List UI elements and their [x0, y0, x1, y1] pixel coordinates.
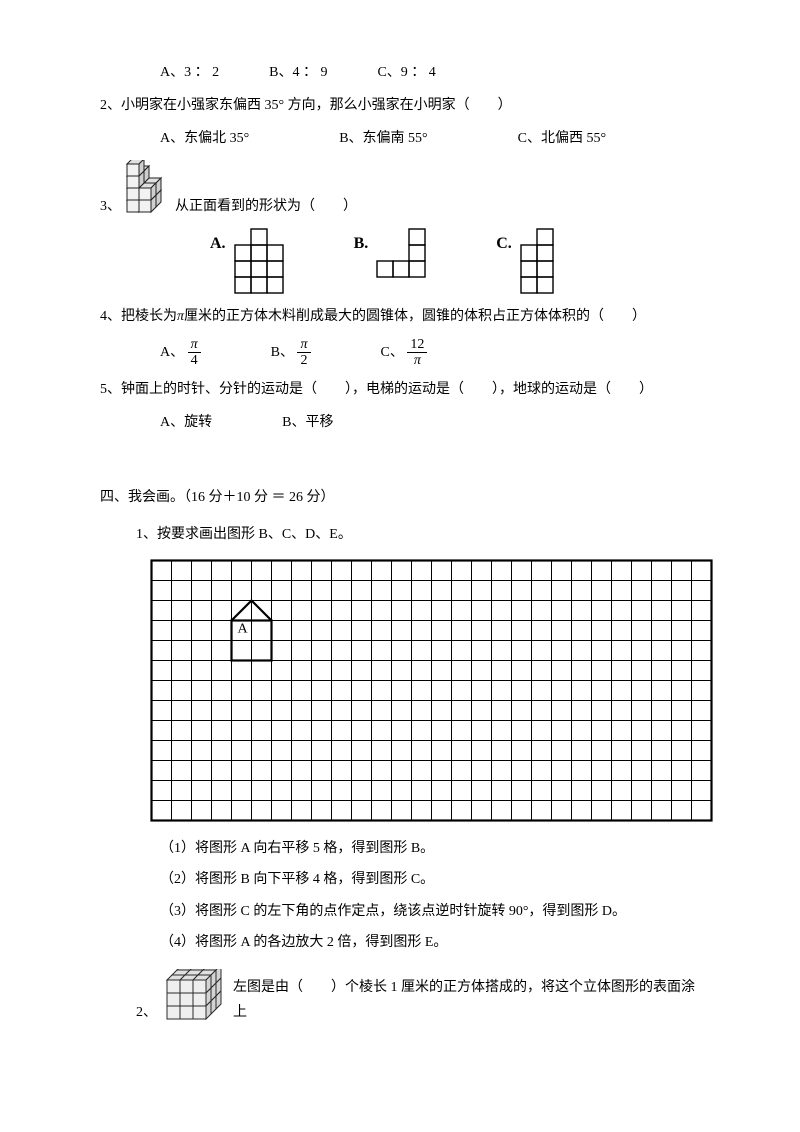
q5-options: A、旋转 B、平移: [100, 410, 700, 435]
q1-options: A、3 ： 2 B、4 ： 9 C、9 ： 4: [100, 60, 700, 85]
s4-q1: 1、按要求画出图形 B、C、D、E。: [100, 522, 700, 547]
q4-line: 4、把棱长为π厘米的正方体木料削成最大的圆锥体，圆锥的体积占正方体体积的（ ）: [100, 304, 700, 329]
q3-prefix: 3、: [100, 194, 121, 219]
s4-sub1: （1）将图形 A 向右平移 5 格，得到图形 B。: [100, 836, 700, 861]
q4-pi: π: [177, 309, 184, 324]
s4-sub2: （2）将图形 B 向下平移 4 格，得到图形 C。: [100, 867, 700, 892]
q3-line: 3、 从正面看到的形状为（ ）: [100, 160, 700, 220]
opt-c: C、9 ： 4: [377, 60, 435, 85]
q4-opt-c: C、 12π: [381, 337, 428, 369]
q3-label-c: C.: [496, 230, 512, 259]
q3-shape-a: [234, 228, 284, 294]
opt-b: B、4 ： 9: [269, 60, 327, 85]
q2-opt-c: C、北偏西 55°: [518, 126, 606, 151]
q4-opt-a: A、 π4: [160, 337, 201, 369]
q4-opt-b: B、 π2: [271, 337, 311, 369]
q4-options: A、 π4 B、 π2 C、 12π: [100, 337, 700, 369]
q2-opt-a: A、东偏北 35°: [160, 126, 249, 151]
s4-sub4: （4）将图形 A 的各边放大 2 倍，得到图形 E。: [100, 930, 700, 955]
q5-opt-a: A、旋转: [160, 410, 212, 435]
s4-sub3: （3）将图形 C 的左下角的点作定点，绕该点逆时针旋转 90°，得到图形 D。: [100, 899, 700, 924]
q5-opt-b: B、平移: [282, 410, 333, 435]
q5-text: 5、钟面上的时针、分针的运动是（ ），电梯的运动是（ ），地球的运动是（ ）: [100, 377, 700, 402]
q3-opt-b: B.: [354, 228, 427, 278]
q3-tail: 从正面看到的形状为（ ）: [175, 194, 357, 219]
q3-shape-b: [376, 228, 426, 278]
q2-options: A、东偏北 35° B、东偏南 55° C、北偏西 55°: [100, 126, 700, 151]
q3-label-a: A.: [210, 230, 226, 259]
q2-text: 2、小明家在小强家东偏西 35° 方向，那么小强家在小明家（ ）: [100, 93, 700, 118]
q3-opt-a: A.: [210, 228, 284, 294]
q3-shape-c: [520, 228, 554, 294]
drawing-grid: A: [100, 559, 700, 822]
q3-solid-icon: [121, 160, 175, 220]
q3-label-b: B.: [354, 230, 369, 259]
q4-before: 4、把棱长为: [100, 309, 177, 324]
s4-q2-after: 左图是由（ ）个棱长 1 厘米的正方体搭成的，将这个立体图形的表面涂上: [233, 975, 700, 1025]
q2-opt-b: B、东偏南 55°: [339, 126, 427, 151]
cube3x3-icon: [165, 969, 225, 1025]
q3-options: A. B. C.: [100, 228, 700, 294]
q4-after: 厘米的正方体木料削成最大的圆锥体，圆锥的体积占正方体体积的（ ）: [184, 309, 646, 324]
opt-a: A、3 ： 2: [160, 60, 219, 85]
grid-svg: A: [150, 559, 713, 822]
q3-opt-c: C.: [496, 228, 554, 294]
section4-title: 四、我会画。（16 分＋10 分 ＝ 26 分）: [100, 485, 700, 510]
svg-text:A: A: [238, 622, 249, 637]
s4-q2-prefix: 2、: [136, 1000, 157, 1025]
s4-q2: 2、 左图是由（ ）个棱长 1 厘米的正方体搭成的，将这个立体图形的表面涂上: [100, 969, 700, 1025]
